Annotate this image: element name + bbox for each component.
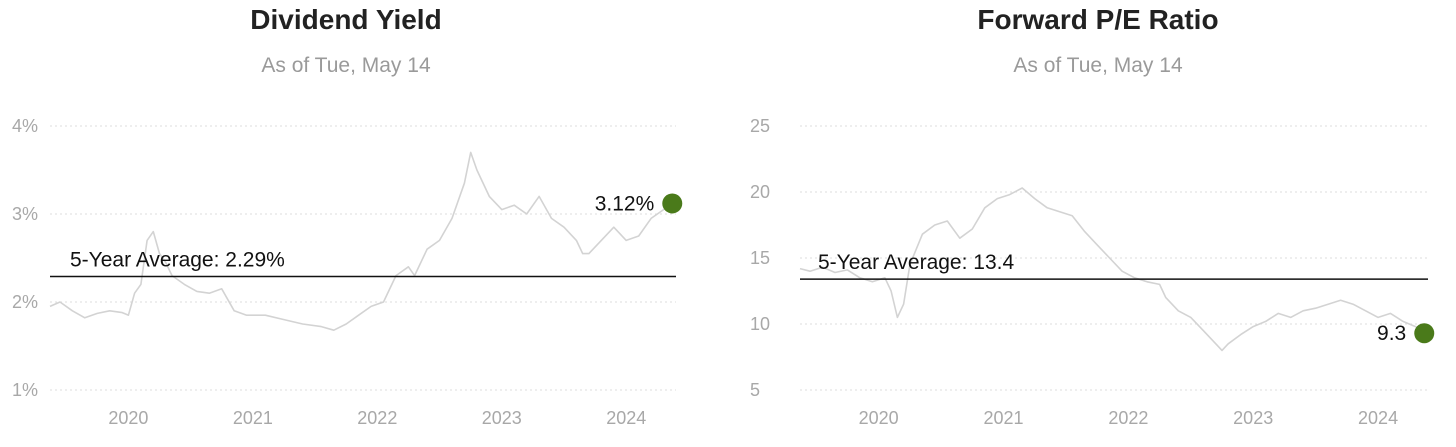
y-tick-label: 15 — [750, 248, 770, 268]
chart-subtitle: As of Tue, May 14 — [261, 54, 431, 77]
x-tick-label: 2022 — [357, 408, 397, 428]
y-tick-label: 3% — [12, 204, 38, 224]
current-value-label: 9.3 — [1377, 322, 1406, 345]
x-tick-label: 2023 — [482, 408, 522, 428]
current-value-marker — [662, 193, 683, 214]
x-tick-label: 2022 — [1108, 408, 1148, 428]
series-line — [799, 187, 1425, 352]
forward-pe-panel: 25 20 15 10 5 2020 2021 2022 2023 2024 5-Year Aver… — [728, 0, 1456, 447]
x-tick-label: 2020 — [108, 408, 148, 428]
current-value-label: 3.12% — [595, 192, 655, 215]
y-tick-label: 10 — [750, 314, 770, 334]
x-tick-label: 2024 — [606, 408, 646, 428]
y-tick-label: 25 — [750, 116, 770, 136]
x-tick-label: 2021 — [233, 408, 273, 428]
dividend-yield-panel: 4% 3% 2% 1% 2020 2021 2022 2023 2024 5-Year Avera… — [12, 4, 683, 428]
chart-title: Forward P/E Ratio — [977, 4, 1219, 35]
forward-pe-chart: 25 20 15 10 5 2020 2021 2022 2023 2024 5-Year Aver… — [750, 116, 1435, 428]
average-label: 5-Year Average: 13.4 — [818, 251, 1014, 274]
y-tick-label: 1% — [12, 380, 38, 400]
x-tick-label: 2023 — [1233, 408, 1273, 428]
x-tick-label: 2020 — [859, 408, 899, 428]
chart-title: Dividend Yield — [250, 4, 442, 35]
y-tick-label: 20 — [750, 182, 770, 202]
x-tick-label: 2021 — [983, 408, 1023, 428]
y-tick-label: 5 — [750, 380, 760, 400]
x-tick-label: 2024 — [1358, 408, 1398, 428]
chart-subtitle: As of Tue, May 14 — [1013, 54, 1183, 77]
dividend-yield-chart: 4% 3% 2% 1% 2020 2021 2022 2023 2024 5-Year Avera… — [12, 116, 683, 428]
current-value-marker — [1414, 323, 1435, 344]
y-tick-label: 4% — [12, 116, 38, 136]
average-label: 5-Year Average: 2.29% — [70, 248, 285, 271]
series-line — [49, 151, 673, 332]
y-tick-label: 2% — [12, 292, 38, 312]
